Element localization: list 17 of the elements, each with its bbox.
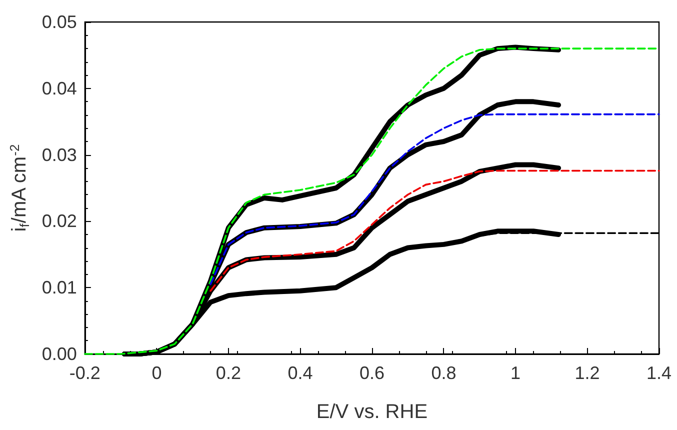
x-tick-label: 0.8 xyxy=(431,363,456,383)
x-tick-label: 1 xyxy=(510,363,520,383)
y-tick-label: 0.03 xyxy=(42,144,77,165)
x-tick-label: 0.2 xyxy=(216,363,241,383)
x-axis-title: E/V vs. RHE xyxy=(316,401,428,423)
y-axis-title: if/mA cm-2 xyxy=(7,144,32,232)
x-tick-label: 0.6 xyxy=(359,363,384,383)
x-tick-label: -0.2 xyxy=(69,363,100,383)
y-tick-label: 0.01 xyxy=(42,278,77,298)
y-tick-label: 0.00 xyxy=(42,344,77,364)
y-tick-label: 0.02 xyxy=(42,211,77,232)
x-tick-label: 0.4 xyxy=(288,363,313,383)
y-tick-label: 0.05 xyxy=(42,12,77,32)
x-tick-label: 1.4 xyxy=(646,363,672,383)
x-tick-label: 0 xyxy=(152,363,162,383)
x-tick-label: 1.2 xyxy=(574,363,600,383)
y-tick-label: 0.04 xyxy=(42,78,77,98)
